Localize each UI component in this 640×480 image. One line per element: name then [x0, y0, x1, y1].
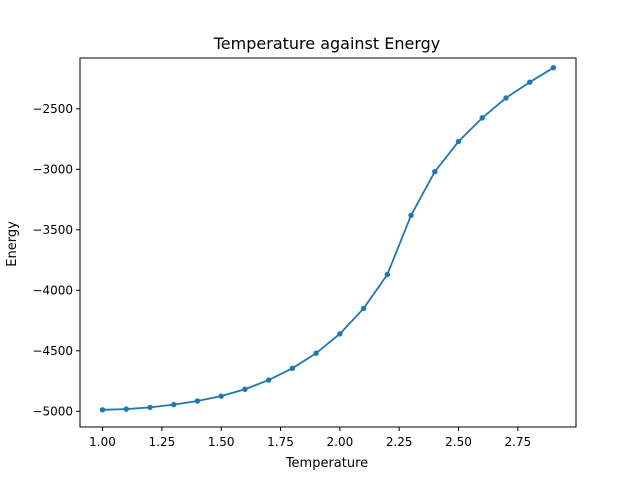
x-tick-label: 2.00 — [327, 435, 354, 449]
data-point — [455, 138, 462, 145]
plot-series — [99, 64, 557, 413]
data-point — [242, 386, 248, 392]
data-point — [479, 115, 485, 121]
y-tick-label: −3500 — [32, 223, 73, 237]
series-line — [102, 66, 554, 411]
data-point — [408, 212, 414, 218]
data-point — [503, 95, 509, 101]
y-axis-title: Energy — [5, 221, 20, 267]
y-tick-label: −4500 — [32, 344, 73, 358]
chart-title: Temperature against Energy — [213, 34, 441, 53]
x-tick-label: 1.00 — [89, 435, 116, 449]
data-point — [171, 401, 177, 408]
x-tick-label: 2.50 — [445, 435, 472, 449]
y-tick-label: −2500 — [32, 102, 73, 116]
plot-area-frame — [79, 57, 577, 428]
y-tick-label: −3000 — [32, 162, 73, 176]
x-tick-label: 1.75 — [267, 435, 294, 449]
data-point — [218, 393, 224, 399]
data-point — [313, 350, 319, 356]
data-point — [360, 305, 367, 312]
data-point — [99, 407, 106, 413]
data-point — [289, 365, 296, 372]
data-point — [527, 79, 533, 85]
x-axis-title: Temperature — [285, 456, 368, 471]
x-tick-label: 2.25 — [386, 435, 413, 449]
y-tick-label: −4000 — [32, 283, 73, 297]
data-point — [147, 404, 153, 411]
data-point — [265, 377, 272, 383]
data-point — [384, 271, 391, 278]
data-point — [194, 398, 201, 404]
axis-ticks: 1.00 1.25 1.50 1.75 2.00 2.25 2.50 2.75 −5000 −45… — [32, 102, 531, 449]
x-tick-label: 1.50 — [208, 435, 235, 449]
x-tick-label: 1.25 — [149, 435, 176, 449]
data-point — [432, 169, 438, 175]
data-point — [123, 406, 129, 412]
x-tick-label: 2.75 — [504, 435, 531, 449]
y-tick-label: −5000 — [32, 404, 73, 418]
data-point — [550, 64, 557, 71]
data-point — [337, 331, 343, 337]
